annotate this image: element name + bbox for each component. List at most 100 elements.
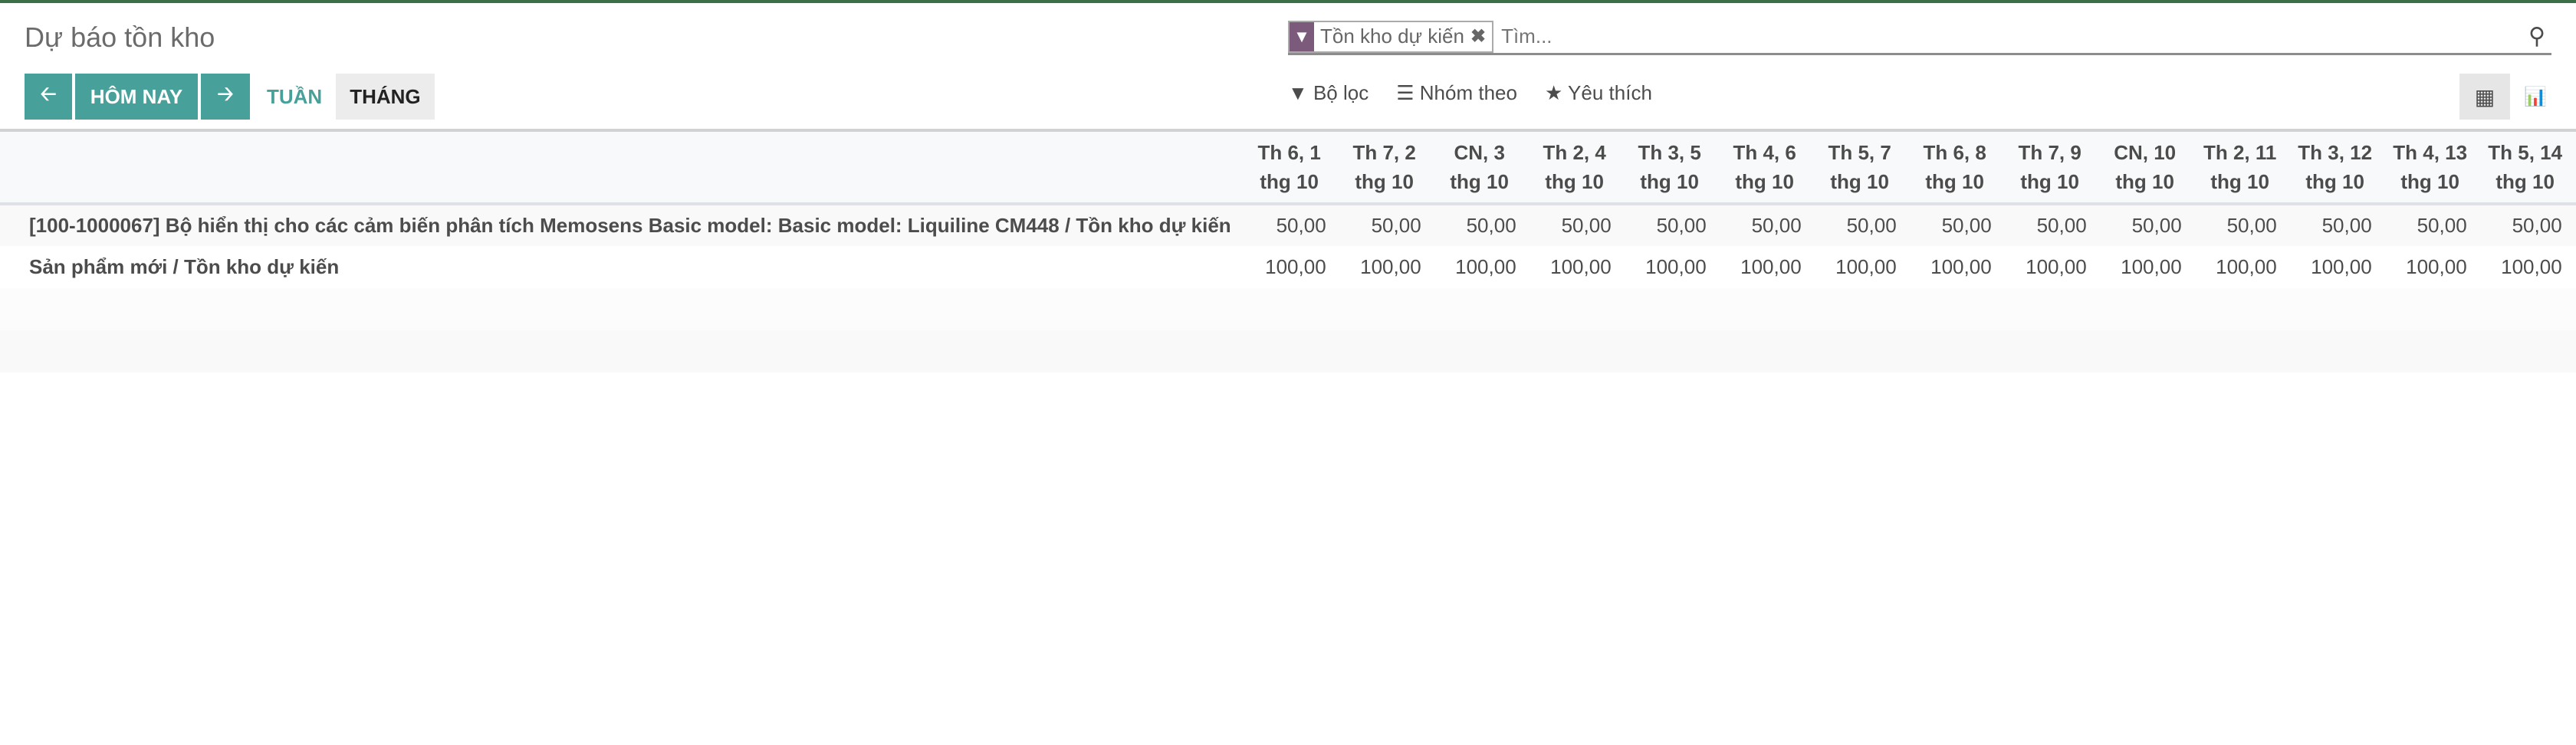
column-month: thg 10 [2496, 170, 2555, 193]
cell-value[interactable]: 100,00 [2121, 255, 2182, 278]
cell-value[interactable]: 100,00 [1645, 255, 1707, 278]
header-blank [0, 132, 1242, 205]
bar-chart-icon: 📊 [2524, 86, 2547, 107]
column-day: Th 5, 14 [2488, 141, 2563, 164]
cell-value[interactable]: 50,00 [1241, 204, 1337, 246]
column-header: Th 6, 8 thg 10 [1907, 132, 2003, 205]
cell-value[interactable]: 100,00 [2406, 255, 2467, 278]
empty-row [0, 330, 2576, 372]
cell-value[interactable]: 100,00 [1360, 255, 1421, 278]
column-header: CN, 3 thg 10 [1431, 132, 1527, 205]
graph-view-button[interactable]: 📊 [2510, 74, 2561, 120]
filter-icon: ▼ [1288, 81, 1308, 104]
month-button[interactable]: THÁNG [336, 74, 435, 120]
facet-label: Tồn kho dự kiến [1320, 25, 1464, 48]
search-options: ▼ Bộ lọc ☰ Nhóm theo ★ Yêu thích [1288, 81, 1652, 105]
cell-value[interactable]: 100,00 [2216, 255, 2277, 278]
column-day: Th 7, 9 [2018, 141, 2082, 164]
search-icon[interactable]: ⚲ [2528, 24, 2545, 49]
cell-value[interactable]: 50,00 [2572, 204, 2576, 246]
cell-value[interactable]: 50,00 [2192, 204, 2288, 246]
column-header: Th 7, 2 thg 10 [1336, 132, 1432, 205]
column-header: Th 2, 4 thg 10 [1526, 132, 1622, 205]
column-header: Th 4, 13 thg 10 [2382, 132, 2478, 205]
cell-value[interactable]: 100,00 [2311, 255, 2372, 278]
row-label: Sản phẩm mới / Tồn kho dự kiến [29, 255, 340, 278]
cell-value[interactable]: 100,00 [1455, 255, 1516, 278]
top-bar [0, 0, 2576, 3]
cell-value[interactable]: 50,00 [1812, 204, 1907, 246]
cell-value[interactable]: 50,00 [1717, 204, 1812, 246]
column-header: Th 5, 14 thg 10 [2477, 132, 2573, 205]
cell-value[interactable]: 50,00 [2002, 204, 2098, 246]
search-input[interactable] [1501, 25, 2529, 48]
group-by-button[interactable]: ☰ Nhóm theo [1396, 81, 1517, 105]
grid-icon: ▦ [2474, 84, 2496, 109]
column-month: thg 10 [2400, 170, 2459, 193]
column-month: thg 10 [1830, 170, 1889, 193]
date-nav: 🡠 HÔM NAY 🡢 TUẦN THÁNG [25, 74, 435, 120]
column-day: CN, 3 [1454, 141, 1505, 164]
prev-button[interactable]: 🡠 [25, 74, 72, 120]
today-button[interactable]: HÔM NAY [75, 74, 198, 120]
column-month: thg 10 [1925, 170, 1984, 193]
column-month: thg 10 [1735, 170, 1794, 193]
favorites-button[interactable]: ★ Yêu thích [1545, 81, 1652, 105]
control-panel: Dự báo tồn kho 🡠 HÔM NAY 🡢 TUẦN THÁNG ▼ … [0, 3, 2576, 132]
column-month: thg 10 [2210, 170, 2269, 193]
column-month: thg 10 [1640, 170, 1699, 193]
column-day: Th 6, 8 [1923, 141, 1986, 164]
cell-value[interactable]: 50,00 [1526, 204, 1622, 246]
cell-value[interactable]: 100,00 [2501, 255, 2562, 278]
favorite-label: Yêu thích [1568, 81, 1652, 104]
column-day: Th 4, 6 [1733, 141, 1796, 164]
cell-value[interactable]: 50,00 [2097, 204, 2193, 246]
column-month: thg 10 [1260, 170, 1319, 193]
cell-value[interactable]: 100,00 [1265, 255, 1326, 278]
list-icon: ☰ [1396, 81, 1414, 104]
column-month: thg 10 [2020, 170, 2079, 193]
cell-value[interactable]: 100,00 [2026, 255, 2087, 278]
column-day: Th 3, 5 [1638, 141, 1701, 164]
week-button[interactable]: TUẦN [267, 84, 323, 108]
column-header: Th 3, 5 thg 10 [1622, 132, 1717, 205]
grid-view-button[interactable]: ▦ [2459, 74, 2510, 120]
group-label: Nhóm theo [1419, 81, 1517, 104]
filter-label: Bộ lọc [1313, 81, 1369, 104]
empty-row [0, 288, 2576, 330]
remove-facet-icon[interactable]: ✖ [1470, 26, 1487, 47]
cell-value[interactable]: 50,00 [1622, 204, 1717, 246]
column-month: thg 10 [1545, 170, 1604, 193]
cell-value[interactable]: 50,00 [2287, 204, 2383, 246]
next-button[interactable]: 🡢 [201, 74, 250, 120]
arrow-right-icon: 🡢 [217, 82, 234, 105]
table-row: [100-1000067] Bộ hiển thị cho các cảm bi… [0, 204, 2576, 246]
column-day: Th 4, 13 [2393, 141, 2468, 164]
cell-value[interactable]: 100,00 [1930, 255, 1992, 278]
cell-value[interactable]: 50,00 [1336, 204, 1432, 246]
filter-icon: ▼ [1290, 21, 1314, 51]
column-month: thg 10 [1355, 170, 1414, 193]
star-icon: ★ [1544, 81, 1563, 104]
column-day: Th 3, 12 [2298, 141, 2373, 164]
cell-value[interactable]: 100,00 [1550, 255, 1612, 278]
search-bar: ▼ Tồn kho dự kiến ✖ ⚲ [1288, 20, 2551, 55]
cell-value[interactable]: 50,00 [1431, 204, 1527, 246]
column-day: Th 7, 2 [1352, 141, 1416, 164]
filter-button[interactable]: ▼ Bộ lọc [1288, 81, 1368, 105]
column-month: thg 10 [2115, 170, 2174, 193]
column-day: Th 5, 7 [1828, 141, 1891, 164]
cell-value[interactable]: 50,00 [2382, 204, 2478, 246]
column-header: Th 3, 12 thg 10 [2287, 132, 2383, 205]
column-header: Th 6, 15thg 10 [2572, 132, 2576, 205]
search-facet: ▼ Tồn kho dự kiến ✖ [1288, 20, 1494, 53]
cell-value[interactable]: 50,00 [2477, 204, 2573, 246]
row-label: [100-1000067] Bộ hiển thị cho các cảm bi… [0, 204, 1242, 246]
cell-value[interactable]: 50,00 [1907, 204, 2003, 246]
column-day: CN, 10 [2114, 141, 2177, 164]
cell-value[interactable]: 100,00 [1835, 255, 1897, 278]
cell-value[interactable]: 100,00 [2573, 246, 2576, 288]
column-header: Th 4, 6 thg 10 [1717, 132, 1812, 205]
cell-value[interactable]: 100,00 [1740, 255, 1802, 278]
column-day: Th 2, 4 [1543, 141, 1606, 164]
